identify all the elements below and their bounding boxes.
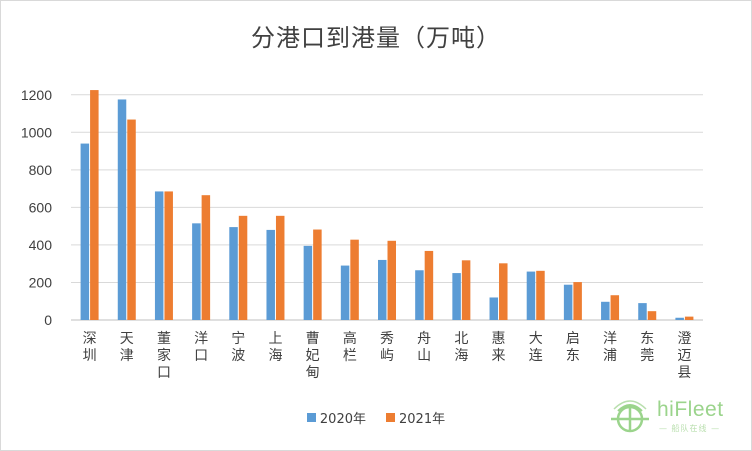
bar-2020-12 xyxy=(526,271,536,320)
x-tick-label: 东 xyxy=(566,348,580,364)
x-tick-label: 宁 xyxy=(231,330,245,347)
bar-2020-4 xyxy=(229,227,238,320)
bar-2020-13 xyxy=(563,284,573,320)
x-tick-label: 来 xyxy=(492,348,506,364)
bar-2021-0 xyxy=(90,90,99,320)
bar-2021-8 xyxy=(387,240,396,320)
x-tick-label: 波 xyxy=(231,348,245,364)
bar-2020-9 xyxy=(415,270,424,320)
y-tick-label: 1000 xyxy=(21,124,52,140)
x-tick-label: 东 xyxy=(640,331,654,347)
bar-2021-11 xyxy=(499,263,508,320)
bar-2020-11 xyxy=(489,297,499,320)
chart-title: 分港口到港量（万吨） xyxy=(251,24,501,52)
bar-2021-4 xyxy=(238,215,248,320)
legend-swatch-2020 xyxy=(306,413,316,422)
x-tick-label: 口 xyxy=(157,365,171,381)
bar-2021-3 xyxy=(201,195,211,320)
x-tick-label: 洋 xyxy=(194,331,208,347)
watermark-tagline: — 船队在线 — xyxy=(659,424,721,433)
bar-2021-12 xyxy=(536,270,545,320)
x-tick-label: 北 xyxy=(454,331,468,347)
bar-2020-10 xyxy=(452,273,461,320)
legend-item-2021: 2021年 xyxy=(386,408,445,427)
x-tick-label: 连 xyxy=(529,348,543,364)
x-tick-label: 澄 xyxy=(677,331,691,347)
x-tick-label: 大 xyxy=(529,331,543,347)
bar-2021-16 xyxy=(684,316,694,320)
bar-2021-9 xyxy=(424,250,434,320)
y-tick-label: 0 xyxy=(44,312,52,328)
x-tick-label: 津 xyxy=(120,348,134,364)
bar-2020-3 xyxy=(192,223,201,320)
x-tick-label: 栏 xyxy=(343,348,357,364)
y-tick-label: 400 xyxy=(29,237,53,253)
x-tick-label: 高 xyxy=(343,330,357,347)
bar-2021-5 xyxy=(275,215,285,320)
x-tick-label: 海 xyxy=(454,348,468,364)
x-tick-label: 迈 xyxy=(677,348,691,364)
bar-2020-8 xyxy=(378,259,387,320)
x-tick-label: 家 xyxy=(157,347,171,364)
bar-2021-7 xyxy=(350,239,359,320)
x-tick-label: 惠 xyxy=(492,331,506,347)
legend-swatch-2021 xyxy=(386,413,395,422)
y-tick-label: 800 xyxy=(29,162,53,178)
bar-2021-1 xyxy=(127,119,136,320)
x-tick-label: 口 xyxy=(194,348,208,364)
bar-2021-2 xyxy=(164,191,173,320)
bar-2020-7 xyxy=(340,265,350,320)
x-tick-label: 启 xyxy=(566,331,580,347)
x-tick-label: 董 xyxy=(157,331,171,347)
watermark: hiFleet — 船队在线 — xyxy=(609,397,744,437)
y-tick-label: 1200 xyxy=(21,87,52,103)
bar-2021-6 xyxy=(313,229,322,320)
legend-label-2020: 2020年 xyxy=(319,412,366,427)
y-tick-label: 600 xyxy=(29,199,53,215)
bar-2021-13 xyxy=(573,282,582,320)
x-tick-label: 甸 xyxy=(306,365,320,381)
bar-2020-0 xyxy=(80,143,90,320)
x-tick-label: 海 xyxy=(268,348,282,364)
x-tick-label: 曹 xyxy=(306,331,320,347)
bar-2020-1 xyxy=(117,99,127,320)
x-tick-label: 浦 xyxy=(603,348,617,364)
chart-legend: 2020年 2021年 xyxy=(0,408,752,427)
x-tick-label: 县 xyxy=(677,365,691,381)
x-tick-label: 天 xyxy=(120,331,134,347)
x-tick-label: 舟 xyxy=(417,331,431,347)
x-tick-label: 洋 xyxy=(603,331,617,347)
hifleet-globe-icon xyxy=(611,400,649,433)
bar-2020-16 xyxy=(675,317,684,320)
bar-2020-6 xyxy=(303,245,313,320)
x-tick-label: 山 xyxy=(417,348,431,364)
legend-label-2021: 2021年 xyxy=(399,412,446,427)
x-tick-label: 上 xyxy=(268,331,282,347)
x-tick-label: 妃 xyxy=(306,348,320,364)
x-tick-label: 屿 xyxy=(380,348,394,364)
x-tick-label: 秀 xyxy=(380,331,394,347)
bar-2021-10 xyxy=(461,260,471,320)
x-tick-label: 深 xyxy=(83,331,97,347)
watermark-brand: hiFleet xyxy=(657,398,724,421)
bar-2020-2 xyxy=(154,191,164,320)
bar-2021-15 xyxy=(647,311,657,320)
bar-2020-15 xyxy=(638,303,647,320)
bar-2020-5 xyxy=(266,229,275,320)
bar-2020-14 xyxy=(601,301,610,320)
bar-2021-14 xyxy=(610,295,620,320)
y-tick-label: 200 xyxy=(29,274,53,290)
x-tick-label: 圳 xyxy=(83,348,97,364)
legend-item-2020: 2020年 xyxy=(306,408,366,427)
x-tick-label: 莞 xyxy=(640,348,654,364)
